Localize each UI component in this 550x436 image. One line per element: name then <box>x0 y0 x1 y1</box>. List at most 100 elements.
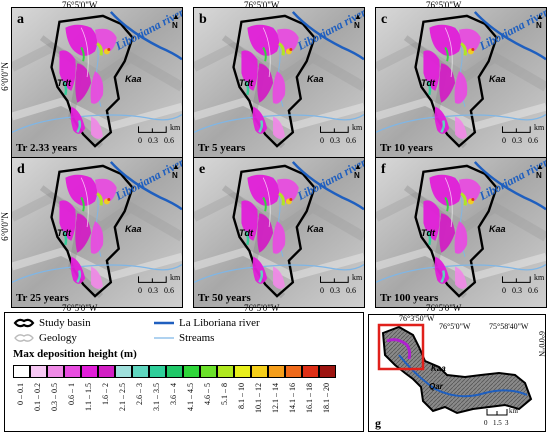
geology-label-kaa: Kaa <box>489 224 506 234</box>
legend-class-label: 3.1 – 3.5 <box>152 383 161 411</box>
map-panel-b: b Tr 5 years Liboriana river Tdt Kaa ▲ N … <box>193 7 365 158</box>
basin-outline <box>232 14 316 148</box>
legend-geology-label: Geology <box>39 332 77 344</box>
lat-label-2: 6°0'0"N <box>0 212 10 241</box>
legend-class-label: 2.1 – 2.5 <box>118 383 127 411</box>
legend-study-basin-label: Study basin <box>39 317 91 329</box>
scale-value-1: 0.3 <box>330 286 340 295</box>
inset-basin-svg: Kaa Qar g km 0 1.5 3 <box>375 323 533 430</box>
inset-lon-label-1: 76°3'50"W <box>399 314 435 323</box>
legend-class-label: 0.3 – 0.5 <box>50 383 59 411</box>
scale-value-2: 0.6 <box>528 136 538 145</box>
inset-geo-qar: Qar <box>429 382 444 391</box>
map-panel-e: e Tr 50 years Liboriana river Tdt Kaa ▲ N… <box>193 157 365 308</box>
legend-class-label: 3.6 – 4 <box>169 383 178 405</box>
legend-streams: Streams <box>153 332 214 344</box>
top-lon-label-2: 76°5'0"W <box>244 0 280 10</box>
geology-label-kaa: Kaa <box>307 224 324 234</box>
legend-swatch-0 <box>13 365 30 378</box>
north-arrow-icon: ▲ N <box>354 12 362 30</box>
map-panel-a: a Tr 2.33 years Liboriana river Tdt Kaa … <box>11 7 183 158</box>
legend-class-label: 0 – 0.1 <box>16 383 25 405</box>
bottom-lon-label-3: 76°5'0"W <box>426 303 462 313</box>
inset-scale-unit: km <box>509 407 519 415</box>
panel-return-period: Tr 25 years <box>16 292 69 304</box>
legend-class-label: 12.1 – 14 <box>271 383 280 413</box>
panel-map-svg <box>194 8 364 157</box>
inset-scale-bar <box>486 409 508 416</box>
north-arrow-icon: ▲ N <box>536 162 544 180</box>
deposition-zone <box>423 24 481 139</box>
legend-deposition-title: Max deposition height (m) <box>13 348 137 360</box>
panel-map-svg <box>12 8 182 157</box>
legend-river: La Liboriana river <box>153 317 260 329</box>
panel-return-period: Tr 5 years <box>198 142 246 154</box>
legend-class-label: 2.6 – 3 <box>135 383 144 405</box>
scale-value-0: 0 <box>138 136 142 145</box>
river-line-icon <box>154 321 174 325</box>
bottom-lon-label-1: 76°5'0"W <box>62 303 98 313</box>
inset-scale-0: 0 <box>484 419 488 427</box>
legend-swatch-18 <box>319 365 336 378</box>
panel-letter: c <box>381 12 388 27</box>
north-arrow-icon: ▲ N <box>536 12 544 30</box>
scale-unit: km <box>170 123 181 132</box>
inset-letter: g <box>375 416 381 430</box>
deposition-zone <box>241 24 299 139</box>
scale-value-0: 0 <box>502 136 506 145</box>
panel-letter: a <box>17 12 24 27</box>
inset-lon-label-3: 75°58'40"W <box>489 322 529 331</box>
legend-swatch-8 <box>149 365 166 378</box>
scale-unit: km <box>352 273 363 282</box>
legend-streams-label: Streams <box>179 332 215 344</box>
main-river <box>109 161 182 211</box>
legend-swatch-7 <box>132 365 149 378</box>
inset-scale-2: 3 <box>505 419 509 427</box>
north-arrow-icon: ▲ N <box>172 162 180 180</box>
main-river <box>291 161 364 211</box>
scale-value-2: 0.6 <box>164 136 174 145</box>
legend-swatch-15 <box>268 365 285 378</box>
legend-swatch-2 <box>47 365 64 378</box>
scale-value-0: 0 <box>320 136 324 145</box>
legend-class-label: 18.1 – 20 <box>322 383 331 413</box>
inset-lon-label-2: 76°5'0"W <box>439 322 471 331</box>
legend-river-label: La Liboriana river <box>179 317 260 329</box>
scale-value-1: 0.3 <box>148 286 158 295</box>
deposition-zone <box>59 174 117 289</box>
legend-class-label: 10.1 – 12 <box>254 383 263 413</box>
geology-label-tdt: Tdt <box>239 228 253 238</box>
deposition-zone <box>241 174 299 289</box>
scale-unit: km <box>352 123 363 132</box>
top-lon-label-1: 76°5'0"W <box>62 0 98 10</box>
panel-letter: b <box>199 12 207 27</box>
legend-study-basin: Study basin <box>13 317 91 329</box>
legend-swatch-3 <box>64 365 81 378</box>
scale-value-0: 0 <box>138 286 142 295</box>
scale-unit: km <box>170 273 181 282</box>
panel-return-period: Tr 50 years <box>198 292 251 304</box>
inset-study-area-box <box>377 323 425 371</box>
legend-swatch-10 <box>183 365 200 378</box>
panel-letter: f <box>381 162 386 177</box>
inset-river-line <box>398 354 528 398</box>
scale-unit: km <box>534 123 545 132</box>
legend-swatch-4 <box>81 365 98 378</box>
stream-line-icon <box>154 337 174 339</box>
geology-symbol-icon <box>14 334 34 342</box>
geology-label-kaa: Kaa <box>125 224 142 234</box>
scale-unit: km <box>534 273 545 282</box>
panel-map-svg <box>376 158 546 307</box>
geology-label-tdt: Tdt <box>239 78 253 88</box>
legend-swatch-1 <box>30 365 47 378</box>
panel-letter: e <box>199 162 206 177</box>
main-river <box>473 11 546 61</box>
scale-value-2: 0.6 <box>346 136 356 145</box>
geology-label-tdt: Tdt <box>421 228 435 238</box>
basin-outline <box>50 14 134 148</box>
panel-map-svg <box>376 8 546 157</box>
legend-swatch-11 <box>200 365 217 378</box>
legend-class-label: 1.1 – 1.5 <box>84 383 93 411</box>
legend-swatch-16 <box>285 365 302 378</box>
legend-class-label: 5.1 – 8 <box>220 383 229 405</box>
